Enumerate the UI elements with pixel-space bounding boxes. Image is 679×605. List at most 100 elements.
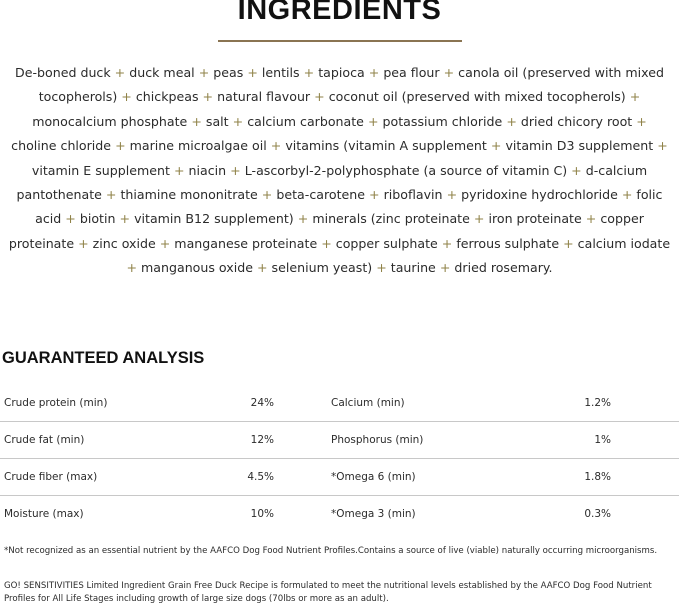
separator: + [198, 65, 210, 80]
analysis-row: Crude protein (min) 24% Calcium (min) 1.2% [0, 385, 679, 422]
analysis-row: Crude fiber (max) 4.5% *Omega 6 (min) 1.8% [0, 458, 679, 496]
ingredient: salt [205, 113, 229, 129]
nutrient-value: 10% [250, 508, 274, 520]
nutrient-value: 1.8% [551, 458, 611, 496]
nutrient-label: Calcium (min) [274, 385, 551, 422]
separator: + [314, 89, 325, 105]
ingredient: coconut oil (preserved with mixed tocoph… [328, 89, 626, 105]
separator: + [202, 89, 214, 105]
nutrient-value: 12% [220, 421, 274, 459]
ingredient: vitamin E supplement [31, 162, 170, 178]
separator: + [439, 260, 451, 276]
separator: + [376, 260, 387, 276]
separator: + [636, 113, 647, 129]
separator: + [506, 113, 517, 129]
separator: + [303, 65, 315, 80]
separator: + [369, 187, 380, 203]
ingredient: vitamin D3 supplement [505, 138, 654, 154]
ingredient: copper sulphate [335, 235, 438, 251]
nutrient-label: Crude fat (min) [0, 421, 220, 459]
ingredient: minerals (zinc proteinate [312, 211, 470, 227]
ingredient: monocalcium phosphate [32, 113, 188, 129]
ingredient: vitamins (vitamin A supplement [285, 138, 487, 154]
ingredient: canola oil (preserved with mixed tocophe… [38, 65, 664, 105]
ingredient: potassium chloride [382, 113, 503, 129]
separator: + [297, 211, 309, 227]
nutrient-label: Phosphorus (min) [274, 421, 551, 459]
separator: + [490, 138, 502, 154]
separator: + [159, 235, 171, 251]
ingredient: biotin [79, 211, 116, 227]
ingredient: duck meal [129, 65, 195, 80]
separator: + [629, 89, 641, 105]
separator: + [321, 235, 332, 251]
ingredient: peas [213, 65, 244, 80]
ingredient: niacin [188, 162, 227, 178]
ingredient: calcium carbonate [247, 113, 364, 129]
ingredient: d-calcium pantothenate [16, 162, 648, 203]
footnote: GO! SENSITIVITIES Limited Ingredient Gra… [4, 581, 652, 604]
ingredient: dried chicory root [520, 113, 633, 129]
cell-pad [611, 496, 679, 533]
ingredient: manganous oxide [141, 260, 253, 276]
separator: + [173, 162, 185, 178]
separator: + [441, 235, 453, 251]
separator: + [119, 211, 131, 227]
separator: + [367, 113, 379, 129]
ingredient: chickpeas [135, 89, 199, 105]
separator: + [270, 138, 282, 154]
nutrient-value: 1% [551, 421, 611, 459]
title: INGREDIENTS [237, 0, 442, 26]
separator: + [473, 211, 485, 227]
separator: + [443, 65, 455, 80]
nutrient-value: 24% [220, 385, 274, 422]
separator: + [256, 260, 268, 276]
ingredient: vitamin B12 supplement) [134, 211, 294, 227]
ingredient: beta-carotene [276, 187, 365, 203]
ingredient: De-boned duck [15, 65, 111, 80]
ingredient: manganese proteinate [174, 235, 318, 251]
separator: + [247, 65, 258, 80]
ingredient: marine microalgae oil [129, 138, 267, 154]
nutrient-label: Crude fiber (max) [0, 458, 220, 496]
separator: + [368, 65, 380, 80]
ingredient: copper proteinate [8, 211, 644, 251]
nutrient-value: 0.3% [584, 508, 611, 520]
separator: + [114, 65, 126, 80]
ingredient-list: De-boned duck + duck meal + peas + lenti… [8, 61, 671, 281]
separator: + [261, 187, 273, 203]
analysis-row: Crude fat (min) 12% Phosphorus (min) 1% [0, 421, 679, 459]
ingredient: natural flavour [217, 89, 311, 105]
analysis-row: Moisture (max) 10% *Omega 3 (min) 0.3% [0, 496, 679, 533]
cell-pad [611, 458, 679, 496]
ingredient: pyridoxine hydrochloride [461, 187, 618, 203]
cell-pad [611, 385, 679, 422]
separator: + [571, 162, 582, 178]
cell-pad [611, 421, 679, 459]
ingredient: pea flour [383, 65, 440, 80]
separator: + [585, 211, 597, 227]
analysis-title: GUARANTEED ANALYSIS [2, 349, 205, 367]
separator: + [78, 235, 89, 251]
separator: + [621, 187, 633, 203]
footnote: *Not recognized as an essential nutrient… [4, 546, 658, 556]
separator: + [191, 113, 202, 129]
title-rule [218, 40, 462, 42]
ingredient: iron proteinate [488, 211, 582, 227]
separator: + [563, 235, 574, 251]
analysis-table: Crude protein (min) 24% Calcium (min) 1.2% C… [0, 385, 679, 532]
separator: + [121, 89, 132, 105]
ingredient: selenium yeast) [271, 260, 373, 276]
separator: + [232, 113, 244, 129]
ingredient: calcium iodate [577, 235, 671, 251]
separator: + [446, 187, 458, 203]
ingredient: folic acid [35, 187, 663, 227]
ingredient: ferrous sulphate [456, 235, 560, 251]
ingredient: zinc oxide [92, 235, 156, 251]
separator: + [230, 162, 241, 178]
nutrient-label: Moisture (max) [4, 508, 84, 520]
separator: + [126, 260, 137, 276]
separator: + [65, 211, 76, 227]
ingredient: riboflavin [383, 187, 443, 203]
